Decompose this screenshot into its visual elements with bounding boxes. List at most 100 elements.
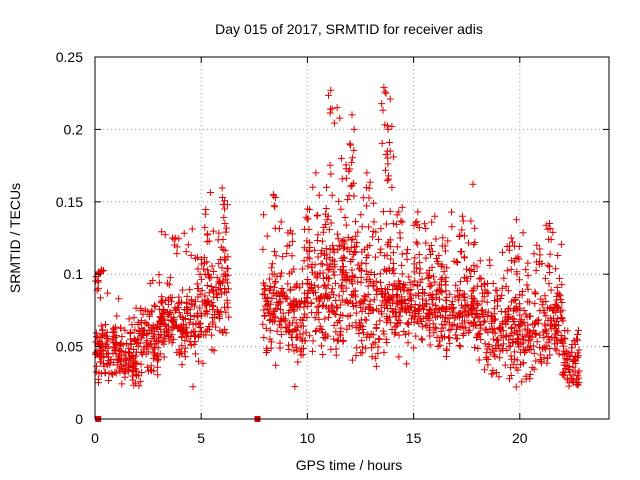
data-point	[522, 266, 530, 274]
data-point	[266, 326, 274, 334]
data-point	[559, 317, 567, 325]
data-point	[338, 254, 346, 262]
data-point	[193, 309, 201, 317]
data-point	[373, 285, 381, 293]
data-point	[177, 326, 185, 334]
data-point	[432, 301, 440, 309]
data-point	[568, 348, 576, 356]
data-point	[448, 300, 456, 308]
data-point	[170, 335, 178, 343]
data-point	[291, 383, 299, 391]
data-point	[96, 294, 104, 302]
data-point	[259, 320, 267, 328]
data-point	[553, 337, 561, 345]
data-point	[449, 305, 457, 313]
data-point	[330, 335, 338, 343]
data-point	[428, 247, 436, 255]
data-point	[271, 203, 279, 211]
data-point	[304, 302, 312, 310]
data-point	[498, 284, 506, 292]
data-point	[381, 121, 389, 129]
data-point	[191, 332, 199, 340]
data-point	[165, 310, 173, 318]
data-point	[187, 340, 195, 348]
data-point	[303, 205, 311, 213]
data-point	[332, 279, 340, 287]
data-point	[390, 282, 398, 290]
data-point	[135, 372, 143, 380]
data-point	[474, 301, 482, 309]
data-point	[375, 307, 383, 315]
data-point	[203, 282, 211, 290]
data-point	[304, 276, 312, 284]
data-point	[337, 154, 345, 162]
data-point	[158, 228, 166, 236]
data-point	[462, 274, 470, 282]
data-point	[326, 253, 334, 261]
data-point	[446, 319, 454, 327]
data-point	[292, 319, 300, 327]
data-point	[507, 234, 515, 242]
data-point	[186, 311, 194, 319]
data-point	[214, 306, 222, 314]
data-point	[221, 256, 229, 264]
data-point	[398, 203, 406, 211]
data-point	[205, 289, 213, 297]
data-point	[547, 286, 555, 294]
data-point	[561, 326, 569, 334]
data-point	[260, 306, 268, 314]
data-point	[322, 291, 330, 299]
data-point	[224, 253, 232, 261]
data-point	[401, 331, 409, 339]
data-point	[502, 333, 510, 341]
data-point	[542, 312, 550, 320]
data-point	[207, 274, 215, 282]
data-point	[284, 280, 292, 288]
data-point	[457, 301, 465, 309]
data-point	[334, 336, 342, 344]
data-point	[223, 224, 231, 232]
data-point	[452, 331, 460, 339]
data-point	[285, 345, 293, 353]
data-point	[311, 261, 319, 269]
data-point	[358, 266, 366, 274]
data-point	[397, 299, 405, 307]
data-point	[317, 342, 325, 350]
data-point	[481, 366, 489, 374]
data-point	[260, 211, 268, 219]
data-point	[431, 324, 439, 332]
data-point	[181, 344, 189, 352]
data-point	[472, 310, 480, 318]
data-point	[104, 337, 112, 345]
data-point	[299, 322, 307, 330]
data-point	[317, 249, 325, 257]
data-point	[259, 290, 267, 298]
data-point	[266, 316, 274, 324]
data-point	[431, 278, 439, 286]
data-point	[270, 192, 278, 200]
data-point	[459, 304, 467, 312]
data-point	[323, 255, 331, 263]
data-point	[401, 306, 409, 314]
data-point	[130, 346, 138, 354]
data-point	[419, 289, 427, 297]
data-point	[312, 327, 320, 335]
data-point	[493, 286, 501, 294]
data-point	[330, 119, 338, 127]
x-tick-label: 0	[91, 430, 99, 446]
data-point	[544, 304, 552, 312]
data-point	[546, 250, 554, 258]
data-point	[421, 220, 429, 228]
data-point	[443, 293, 451, 301]
data-point	[273, 327, 281, 335]
data-point	[315, 294, 323, 302]
data-point	[500, 274, 508, 282]
data-point	[512, 254, 520, 262]
data-point	[439, 234, 447, 242]
data-point	[509, 307, 517, 315]
data-point	[485, 340, 493, 348]
data-point	[461, 254, 469, 262]
data-point	[321, 281, 329, 289]
data-point	[363, 202, 371, 210]
x-tick-label: 20	[512, 430, 528, 446]
